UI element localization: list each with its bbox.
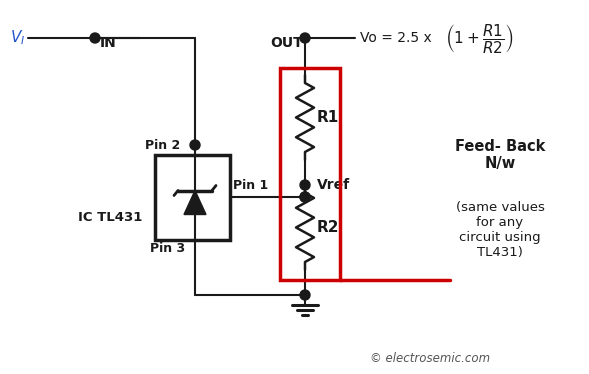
Text: IC TL431: IC TL431	[78, 211, 142, 224]
Text: Feed- Back
N/w: Feed- Back N/w	[455, 139, 545, 171]
Text: R2: R2	[317, 220, 339, 234]
Circle shape	[300, 192, 310, 202]
Text: OUT: OUT	[270, 36, 303, 50]
Circle shape	[90, 33, 100, 43]
Circle shape	[300, 290, 310, 300]
Circle shape	[300, 192, 310, 202]
Text: R1: R1	[317, 110, 339, 125]
Text: Vo = 2.5 x: Vo = 2.5 x	[360, 31, 432, 45]
Text: IN: IN	[100, 36, 117, 50]
Circle shape	[300, 33, 310, 43]
Polygon shape	[184, 190, 206, 215]
Text: Pin 1: Pin 1	[233, 179, 268, 192]
Text: (same values
for any
circuit using
TL431): (same values for any circuit using TL431…	[455, 201, 544, 259]
Text: Pin 3: Pin 3	[150, 242, 185, 254]
Text: © electrosemic.com: © electrosemic.com	[370, 352, 490, 365]
Text: $\left(1 + \dfrac{R1}{R2}\right)$: $\left(1 + \dfrac{R1}{R2}\right)$	[445, 21, 514, 55]
Circle shape	[190, 140, 200, 150]
Circle shape	[300, 180, 310, 190]
Text: Pin 2: Pin 2	[145, 138, 180, 151]
Bar	[280, 68, 340, 280]
Text: $V_I$: $V_I$	[10, 29, 25, 47]
Bar	[155, 155, 230, 240]
Text: Vref: Vref	[317, 178, 350, 192]
